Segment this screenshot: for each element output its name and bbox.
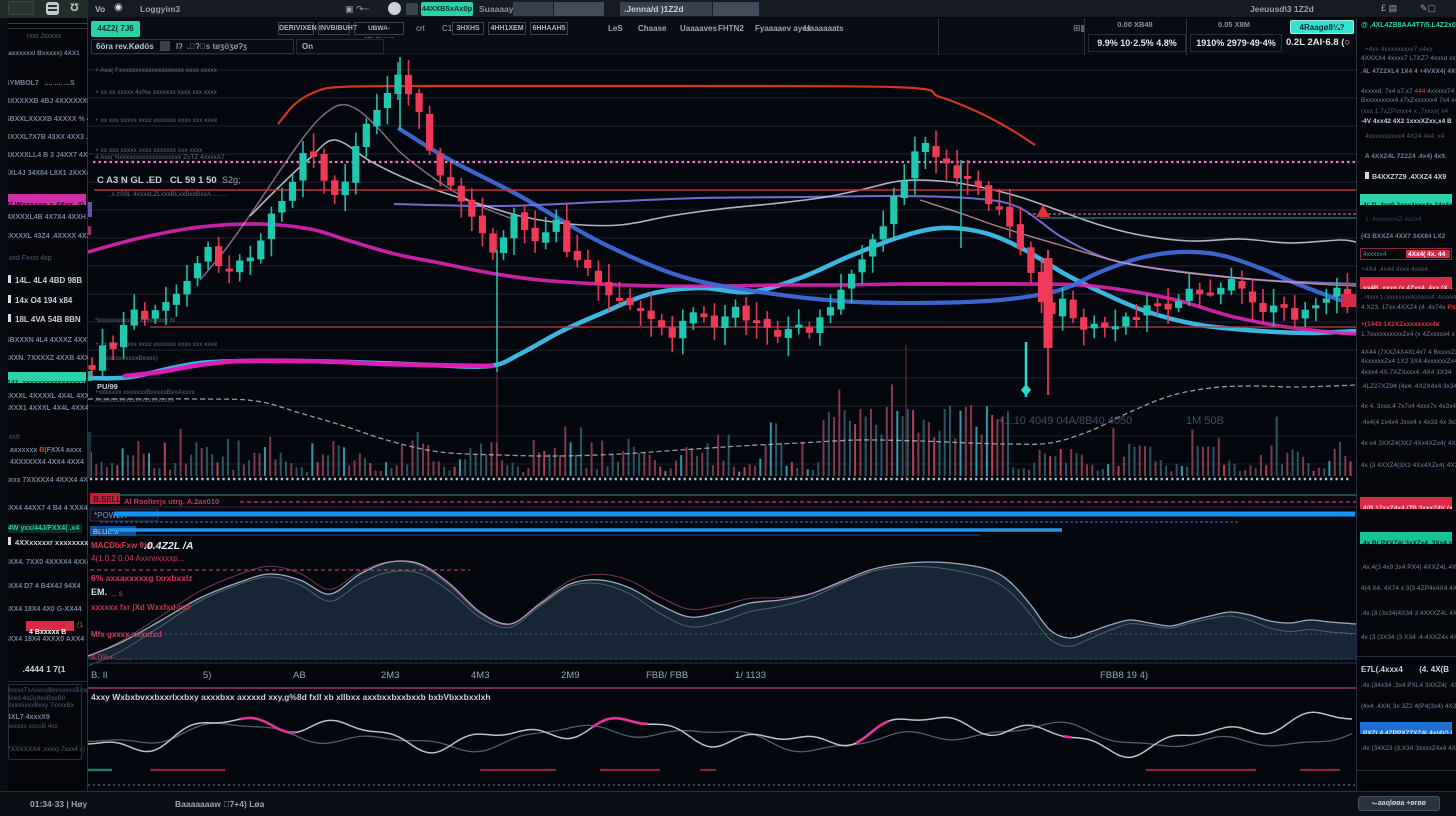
svg-text:C A3 N GL .ED CL 59 1 50: C A3 N GL .ED CL 59 1 50 (97, 175, 217, 186)
svg-text:+ xx xxx xxxxx xxxx xxxxxxx xx: + xx xxx xxxxx xxxx xxxxxxx xxx xxxx (95, 147, 203, 154)
svg-text:+ Axx( Fxxxxxxxxxxxxxxxxxxxx x: + Axx( Fxxxxxxxxxxxxxxxxxxxx xxxx xxxxx (95, 67, 218, 74)
svg-text:,. s: ,. s (112, 589, 123, 598)
svg-text:MACDIxFxw 9xh: MACDIxFxw 9xh (91, 541, 153, 550)
svg-text:,.x.zS9L 4xxxxLZLxxxBLxxBxxBxx: ,.x.zS9L 4xxxxLZLxxxBLxxBxxBxxA ... .... (108, 191, 227, 198)
svg-text:4 Axx( Nxxxxxxxxxxxxxxxxxxx Zx: 4 Axx( Nxxxxxxxxxxxxxxxxxxx ZxTZ 4xxxxA7 (95, 154, 225, 161)
svg-text:5): 5) (203, 670, 211, 681)
svg-text:*xxxxxxxxxx xx xxxx(xxxx N: *xxxxxxxxxx xx xxxx(xxxx N (95, 317, 175, 324)
svg-text:EM.: EM. (91, 587, 107, 597)
svg-text:6% axxaxxxxxg txrxbxxlz: 6% axxaxxxxxg txrxbxxlz (91, 573, 193, 583)
svg-text:Mfx gxxxx xxxxfxd: Mfx gxxxx xxxxfxd (91, 630, 162, 639)
svg-text:2M3: 2M3 (381, 670, 399, 681)
svg-text:+1.10 4049 04A/8B40.4050: +1.10 4049 04A/8B40.4050 (998, 415, 1132, 427)
svg-text:4xxy Wxbxbvxxbxxrlxxbxy axxxbx: 4xxy Wxbxbvxxbxxrlxxbxy axxxbxx axxxxd x… (91, 692, 491, 702)
svg-text:FBB/ FBB: FBB/ FBB (646, 670, 688, 681)
svg-text:BLUE:x: BLUE:x (93, 527, 119, 536)
svg-text:B.SELL: B.SELL (93, 495, 122, 504)
svg-text:+ xx xxx xxxxx xxxx xxxxxxx xx: + xx xxx xxxxx xxxx xxxxxxx xxxx xxx xxx… (95, 117, 218, 124)
svg-text:+xxxxxxx xxxxxxxBxxxxxBxxAxxxx: +xxxxxxx xxxxxxxBxxxxxBxxAxxxx (95, 389, 196, 396)
svg-text:4M3: 4M3 (471, 670, 489, 681)
svg-text:S2g;: S2g; (222, 175, 241, 185)
svg-text:2M9: 2M9 (561, 670, 579, 681)
svg-text:B. Il: B. Il (91, 670, 107, 681)
svg-text:+ xx xx xxxxx 4x%x xxxxxxx xxx: + xx xx xxxxx 4x%x xxxxxxx xxxx xxx xxxx (95, 89, 218, 96)
svg-text:AB: AB (293, 670, 306, 681)
svg-text:4(1.0.2 0.04 Axxrwxxxxp...: 4(1.0.2 0.04 Axxrwxxxxp... (91, 554, 184, 563)
svg-text:PU/99: PU/99 (97, 382, 118, 391)
svg-text:FBB8 19 4): FBB8 19 4) (1100, 670, 1148, 681)
svg-text:1M 50B: 1M 50B (1186, 415, 1224, 427)
svg-text:Axxxxxxxxxxxxxxxxxxxxxxx: Axxxxxxxxxxxxxxxxxxxxxxx (95, 397, 175, 404)
svg-text:.0.4Z2L /A: .0.4Z2L /A (144, 540, 193, 552)
svg-text:*POWER*: *POWER* (94, 511, 130, 520)
svg-text:+ xx xxx xxxxx xxxx xxxxxxx xx: + xx xxx xxxxx xxxx xxxxxxx xxxx xxx xxx… (95, 341, 218, 348)
svg-text:xxxxxx fxr jXd Wxxfxd-pxl: xxxxxx fxr jXd Wxxfxd-pxl (91, 603, 190, 612)
svg-text:*xxxxxxxxxxxBxxxx): *xxxxxxxxxxxBxxxx) (100, 355, 158, 362)
svg-text:4.0%+ .......: 4.0%+ ....... (91, 653, 132, 662)
svg-text:1/ 1133: 1/ 1133 (735, 670, 766, 681)
svg-text:Al Roolterjs utrg. A.2ax010: Al Roolterjs utrg. A.2ax010 (124, 497, 219, 506)
